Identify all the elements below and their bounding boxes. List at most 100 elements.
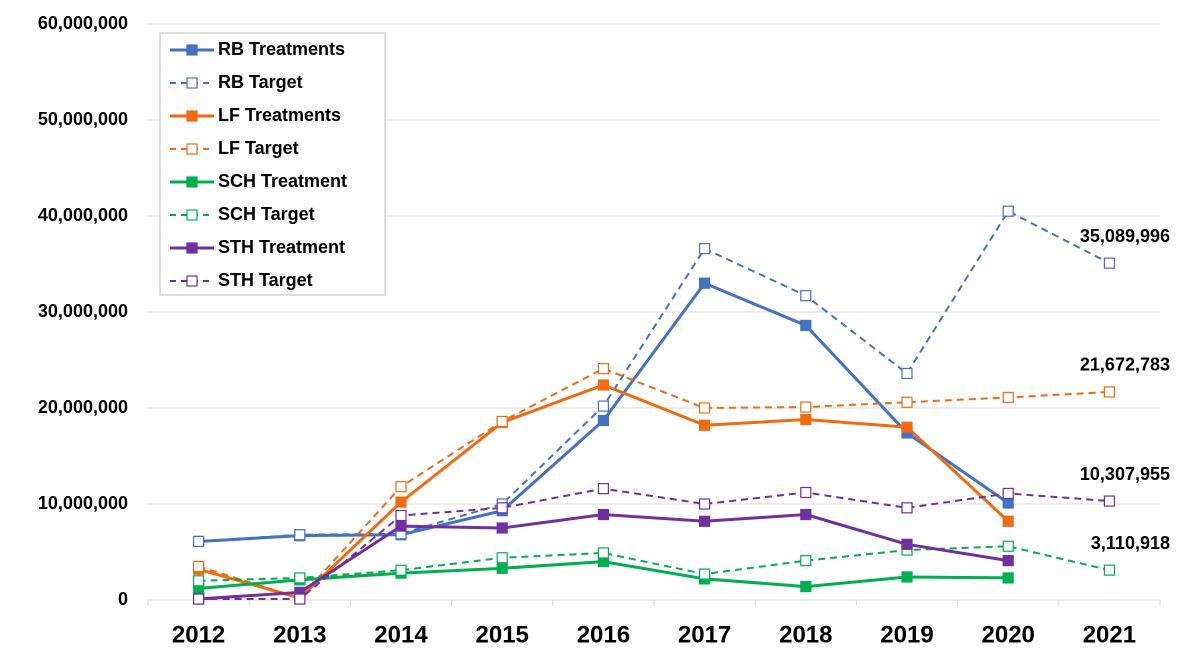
marker	[1002, 540, 1014, 552]
marker	[193, 535, 205, 548]
y-tick-label: 40,000,000	[38, 205, 128, 225]
y-tick-label: 0	[118, 589, 128, 609]
marker	[496, 502, 508, 514]
marker	[1002, 205, 1014, 217]
marker	[1103, 257, 1116, 269]
marker	[698, 568, 711, 580]
data-label: 10,307,955	[1080, 464, 1170, 484]
x-tick-label: 2014	[374, 621, 428, 648]
marker	[698, 498, 711, 510]
legend-label: RB Target	[218, 72, 303, 92]
marker	[1002, 487, 1014, 500]
y-tick-label: 30,000,000	[38, 301, 128, 321]
marker	[901, 396, 913, 408]
marker	[800, 401, 812, 413]
legend-marker	[186, 143, 198, 155]
marker	[597, 400, 610, 412]
y-tick-label: 20,000,000	[38, 397, 128, 417]
marker	[496, 552, 508, 564]
x-tick-label: 2016	[577, 621, 630, 648]
y-tick-label: 50,000,000	[38, 109, 128, 129]
legend-label: RB Treatments	[218, 39, 345, 59]
x-tick-label: 2017	[678, 621, 731, 648]
marker	[1103, 564, 1116, 576]
series-line	[198, 487, 1110, 601]
legend-label: LF Target	[218, 138, 299, 158]
marker	[698, 419, 711, 431]
marker	[597, 547, 610, 559]
marker	[294, 572, 306, 584]
marker	[597, 508, 610, 521]
marker	[395, 481, 407, 493]
x-tick-label: 2020	[982, 621, 1035, 648]
legend-marker	[186, 275, 198, 287]
marker	[395, 564, 407, 576]
marker	[395, 509, 407, 522]
series-line	[198, 367, 1110, 600]
legend-marker	[186, 77, 198, 89]
x-tick-label: 2012	[172, 621, 225, 648]
marker	[193, 575, 205, 587]
marker	[1103, 495, 1116, 507]
x-tick-label: 2019	[880, 621, 933, 648]
legend-marker	[186, 209, 198, 221]
marker	[597, 414, 610, 427]
marker	[496, 562, 508, 574]
marker	[901, 571, 913, 583]
marker	[901, 502, 913, 514]
legend-label: STH Treatment	[218, 237, 345, 257]
marker	[800, 290, 812, 302]
y-tick-label: 10,000,000	[38, 493, 128, 513]
marker	[193, 593, 205, 605]
marker	[294, 529, 306, 541]
data-label: 35,089,996	[1080, 226, 1170, 246]
series-line	[198, 209, 1110, 543]
marker	[395, 520, 407, 532]
legend-marker	[186, 44, 198, 56]
marker	[698, 243, 711, 255]
legend-label: SCH Target	[218, 204, 315, 224]
marker	[597, 379, 610, 391]
marker	[1002, 391, 1014, 404]
y-tick-label: 60,000,000	[38, 13, 128, 33]
legend-marker	[186, 176, 198, 188]
legend-marker	[186, 242, 198, 254]
marker	[800, 508, 812, 521]
marker	[496, 522, 508, 534]
marker	[294, 593, 306, 605]
marker	[698, 277, 711, 289]
legend-marker	[186, 110, 198, 122]
marker	[698, 402, 711, 414]
marker	[496, 415, 508, 428]
marker	[800, 486, 812, 499]
marker	[395, 496, 407, 508]
marker	[698, 515, 711, 527]
x-tick-label: 2013	[273, 621, 326, 648]
data-label: 21,672,783	[1080, 355, 1170, 375]
marker	[800, 580, 812, 593]
marker	[800, 319, 812, 332]
legend-label: LF Treatments	[218, 105, 341, 125]
series-line	[198, 545, 1110, 582]
x-tick-label: 2018	[779, 621, 832, 648]
series-line	[198, 281, 1010, 543]
data-label: 3,110,918	[1091, 533, 1170, 553]
x-tick-label: 2015	[476, 621, 529, 648]
marker	[800, 555, 812, 567]
marker	[1002, 572, 1014, 584]
marker	[1002, 497, 1014, 509]
marker	[901, 538, 913, 550]
marker	[597, 363, 610, 375]
marker	[800, 413, 812, 426]
x-tick-label: 2021	[1083, 621, 1136, 648]
legend-label: STH Target	[218, 270, 313, 290]
marker	[193, 560, 205, 573]
marker	[1002, 555, 1014, 567]
marker	[901, 367, 913, 380]
marker	[1103, 386, 1116, 398]
marker	[1002, 515, 1014, 527]
marker	[597, 483, 610, 495]
legend-label: SCH Treatment	[218, 171, 347, 191]
marker	[901, 421, 913, 433]
